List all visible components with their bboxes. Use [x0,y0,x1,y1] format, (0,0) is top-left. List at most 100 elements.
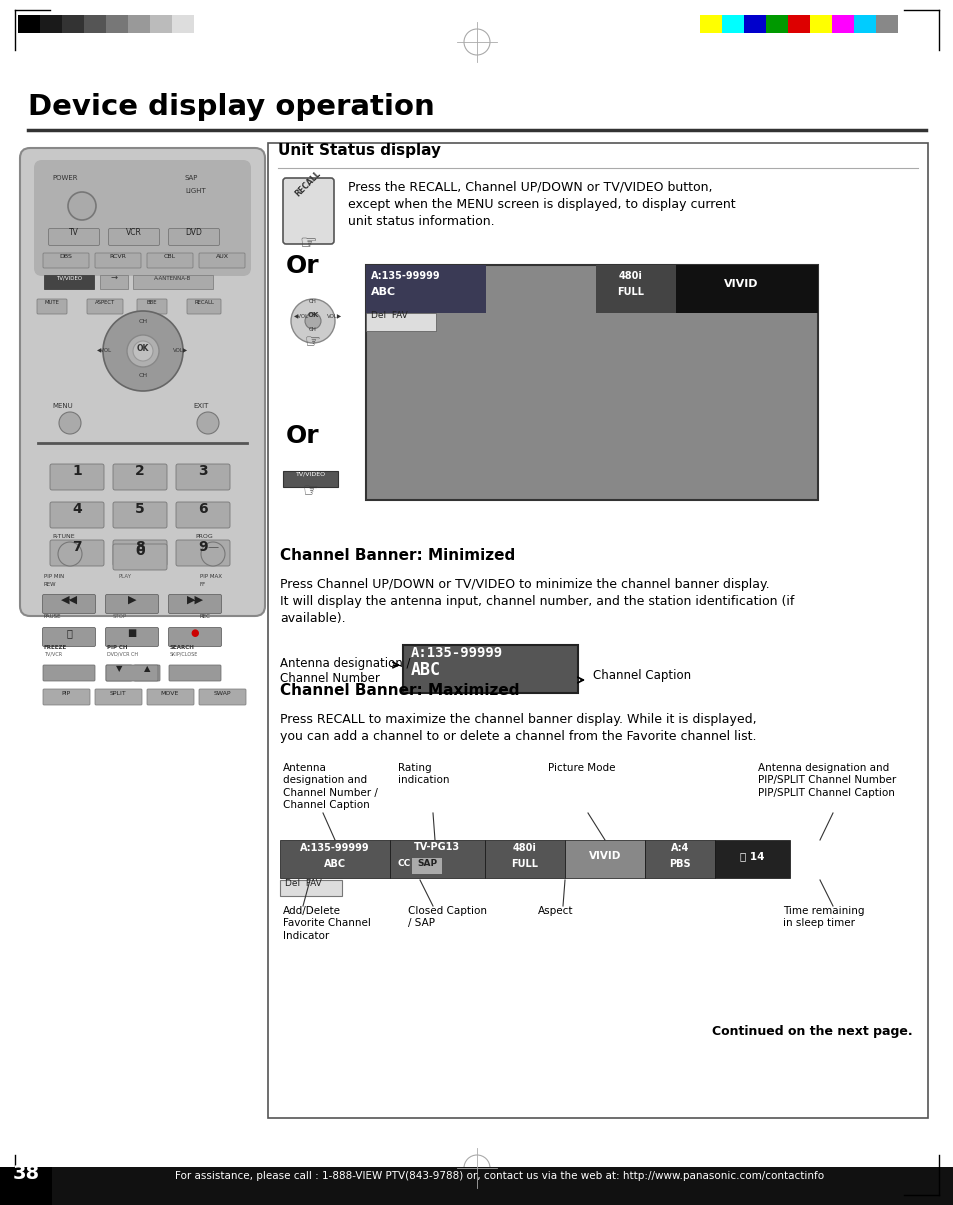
FancyBboxPatch shape [175,464,230,490]
Bar [484,840,564,878]
Text: FULL: FULL [511,859,537,869]
Text: Del  FAV: Del FAV [285,878,321,888]
Text: ▼: ▼ [115,664,122,674]
Text: CBL: CBL [164,254,176,259]
Text: Aspect: Aspect [537,906,573,916]
Text: Device display operation: Device display operation [28,93,435,120]
Text: PIP MIN: PIP MIN [44,574,64,578]
Text: VIVID: VIVID [723,280,758,289]
Text: Press RECALL to maximize the channel banner display. While it is displayed,
you : Press RECALL to maximize the channel ban… [280,713,756,743]
Bar [721,14,743,33]
Text: A:135-99999: A:135-99999 [411,646,502,660]
FancyBboxPatch shape [43,665,95,681]
Bar [564,840,644,878]
Bar [132,275,213,289]
FancyBboxPatch shape [112,543,167,570]
Text: PIP MAX: PIP MAX [200,574,222,578]
Bar [44,275,94,289]
FancyBboxPatch shape [137,299,167,315]
Text: Antenna
designation and
Channel Number /
Channel Caption: Antenna designation and Channel Number /… [283,763,377,810]
Text: 4: 4 [72,502,82,516]
Text: ▶: ▶ [128,595,136,605]
Text: DVD/VCR CH: DVD/VCR CH [107,652,138,657]
Text: 8: 8 [135,540,145,554]
FancyBboxPatch shape [169,628,221,647]
Text: CH: CH [309,299,316,304]
FancyBboxPatch shape [49,229,99,246]
Text: ☞: ☞ [303,481,318,499]
Bar [765,14,787,33]
Bar [700,14,721,33]
Text: Or: Or [286,424,319,448]
Text: 3: 3 [198,464,208,478]
Text: Unit Status display: Unit Status display [277,143,440,158]
Bar [366,265,485,313]
Text: FF: FF [200,582,206,587]
Bar [84,14,106,33]
Text: Antenna designation /
Channel Number: Antenna designation / Channel Number [280,657,410,684]
Text: 38: 38 [12,1164,39,1183]
FancyBboxPatch shape [169,229,219,246]
Text: 5: 5 [135,502,145,516]
Text: TV-PG13: TV-PG13 [414,842,459,852]
Circle shape [196,412,219,434]
Text: ●: ● [191,628,199,637]
Text: 0: 0 [135,543,145,558]
Text: LIGHT: LIGHT [185,188,206,194]
FancyBboxPatch shape [37,299,67,315]
FancyBboxPatch shape [106,628,158,647]
Text: REC: REC [200,615,211,619]
FancyBboxPatch shape [106,594,158,613]
Bar [40,14,62,33]
Text: 9: 9 [198,540,208,554]
Bar [714,840,789,878]
Text: CH: CH [309,327,316,333]
FancyBboxPatch shape [147,253,193,268]
Bar [283,471,337,487]
Text: Time remaining
in sleep timer: Time remaining in sleep timer [782,906,863,928]
Text: →: → [111,274,117,282]
FancyBboxPatch shape [50,464,104,490]
Text: VOL▶: VOL▶ [327,313,342,318]
Text: Antenna designation and
PIP/SPLIT Channel Number
PIP/SPLIT Channel Caption: Antenna designation and PIP/SPLIT Channe… [758,763,895,798]
Text: ASPECT: ASPECT [94,300,115,305]
Text: ◀VOL: ◀VOL [97,347,112,352]
Text: 2: 2 [135,464,145,478]
Text: RECALL: RECALL [193,300,213,305]
FancyBboxPatch shape [112,464,167,490]
Bar [0,1166,52,1205]
Text: Rating
indication: Rating indication [397,763,449,786]
Circle shape [132,341,152,362]
Circle shape [291,299,335,343]
Text: TV/VCR: TV/VCR [44,652,62,657]
Text: OK: OK [307,312,318,318]
FancyBboxPatch shape [20,148,265,616]
Text: A:135-99999: A:135-99999 [300,844,370,853]
Bar [280,840,390,878]
Text: STOP: STOP [112,615,127,619]
FancyBboxPatch shape [43,253,89,268]
Bar [412,858,441,874]
Text: VCR: VCR [126,228,142,237]
Text: ▶▶: ▶▶ [186,595,203,605]
FancyBboxPatch shape [34,160,251,276]
FancyBboxPatch shape [106,665,158,681]
Text: DBS: DBS [59,254,72,259]
Circle shape [201,542,225,566]
Text: MENU: MENU [52,402,72,408]
Text: Continued on the next page.: Continued on the next page. [712,1025,912,1038]
Text: PIP CH: PIP CH [107,645,128,649]
Bar [596,265,676,313]
Circle shape [59,412,81,434]
Bar [150,14,172,33]
Text: Press the RECALL, Channel UP/DOWN or TV/VIDEO button,
except when the MENU scree: Press the RECALL, Channel UP/DOWN or TV/… [348,181,735,228]
Bar [62,14,84,33]
Bar [787,14,809,33]
FancyBboxPatch shape [175,502,230,528]
Bar [0,1166,953,1205]
Text: A-ANTENNA-B: A-ANTENNA-B [154,276,192,281]
Text: ☞: ☞ [299,234,316,253]
FancyBboxPatch shape [43,628,95,647]
Text: TV: TV [69,228,79,237]
Text: PIP: PIP [61,690,71,696]
